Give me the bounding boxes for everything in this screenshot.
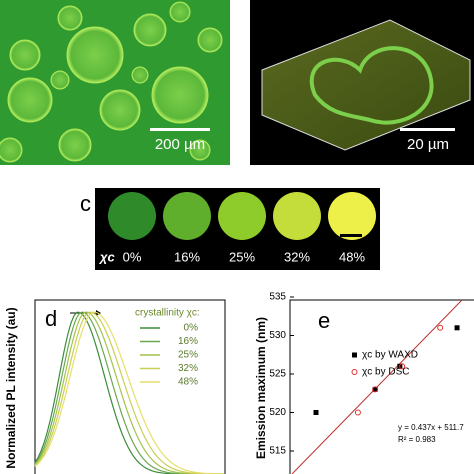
y-tick-label: 520 <box>269 407 286 418</box>
symbol: χc <box>98 249 116 264</box>
legend-label: 16% <box>178 336 198 347</box>
panel-b: 20 µm <box>250 0 474 165</box>
legend-label: 25% <box>178 350 198 361</box>
sample-label: 25% <box>229 249 255 264</box>
panel-d: d Normalized PL intensity (au) crystalli… <box>4 299 226 474</box>
fit-equation: y = 0.437x + 511.7 <box>398 423 464 432</box>
sample-disc <box>163 192 211 240</box>
spectrum-curve <box>34 311 224 474</box>
sample-label: 0% <box>123 249 142 264</box>
y-tick-label: 535 <box>269 292 286 303</box>
legend-label: 0% <box>184 323 199 334</box>
scale-bar-label: 200 µm <box>155 136 205 153</box>
sample-disc <box>328 192 376 240</box>
legend-label: 32% <box>178 363 198 374</box>
y-tick-label: 525 <box>269 369 286 380</box>
y-axis-label: Normalized PL intensity (au) <box>4 307 18 468</box>
legend-label: χc by DSC <box>362 367 409 378</box>
sample-disc <box>273 192 321 240</box>
sample-label: 16% <box>174 249 200 264</box>
panel-label: c <box>80 191 91 216</box>
sample-label: 48% <box>339 249 365 264</box>
y-tick-label: 515 <box>269 446 286 457</box>
data-point <box>454 325 460 331</box>
data-point <box>437 324 444 331</box>
y-axis-label: Emission maximum (nm) <box>254 317 268 459</box>
panel-c: c χc 0% 16% 25% 32% 48% <box>80 188 380 270</box>
legend-title: crystallinity χc: <box>135 308 200 319</box>
r-squared: R² = 0.983 <box>398 435 436 444</box>
data-point <box>354 409 361 416</box>
sample-disc <box>108 192 156 240</box>
legend-label: 48% <box>178 377 198 388</box>
y-tick-label: 530 <box>269 330 286 341</box>
panel-e: e Emission maximum (nm) y = 0.437x + 511… <box>254 292 474 474</box>
panel-label: d <box>45 306 57 331</box>
panel-label: e <box>318 308 330 333</box>
sample-label: 32% <box>284 249 310 264</box>
data-point <box>399 363 406 370</box>
sample-disc <box>218 192 266 240</box>
data-point <box>372 386 379 393</box>
spectrum-curve <box>34 311 224 474</box>
data-point <box>372 386 378 392</box>
legend-marker <box>352 352 357 358</box>
scale-bar <box>340 234 362 237</box>
scale-bar-label: 20 µm <box>407 136 449 153</box>
spectrum-curve <box>34 311 224 474</box>
data-point <box>313 410 319 415</box>
legend-marker <box>351 369 358 375</box>
legend-label: χc by WAXD <box>362 350 418 361</box>
panel-a: 200 µm <box>0 0 230 165</box>
